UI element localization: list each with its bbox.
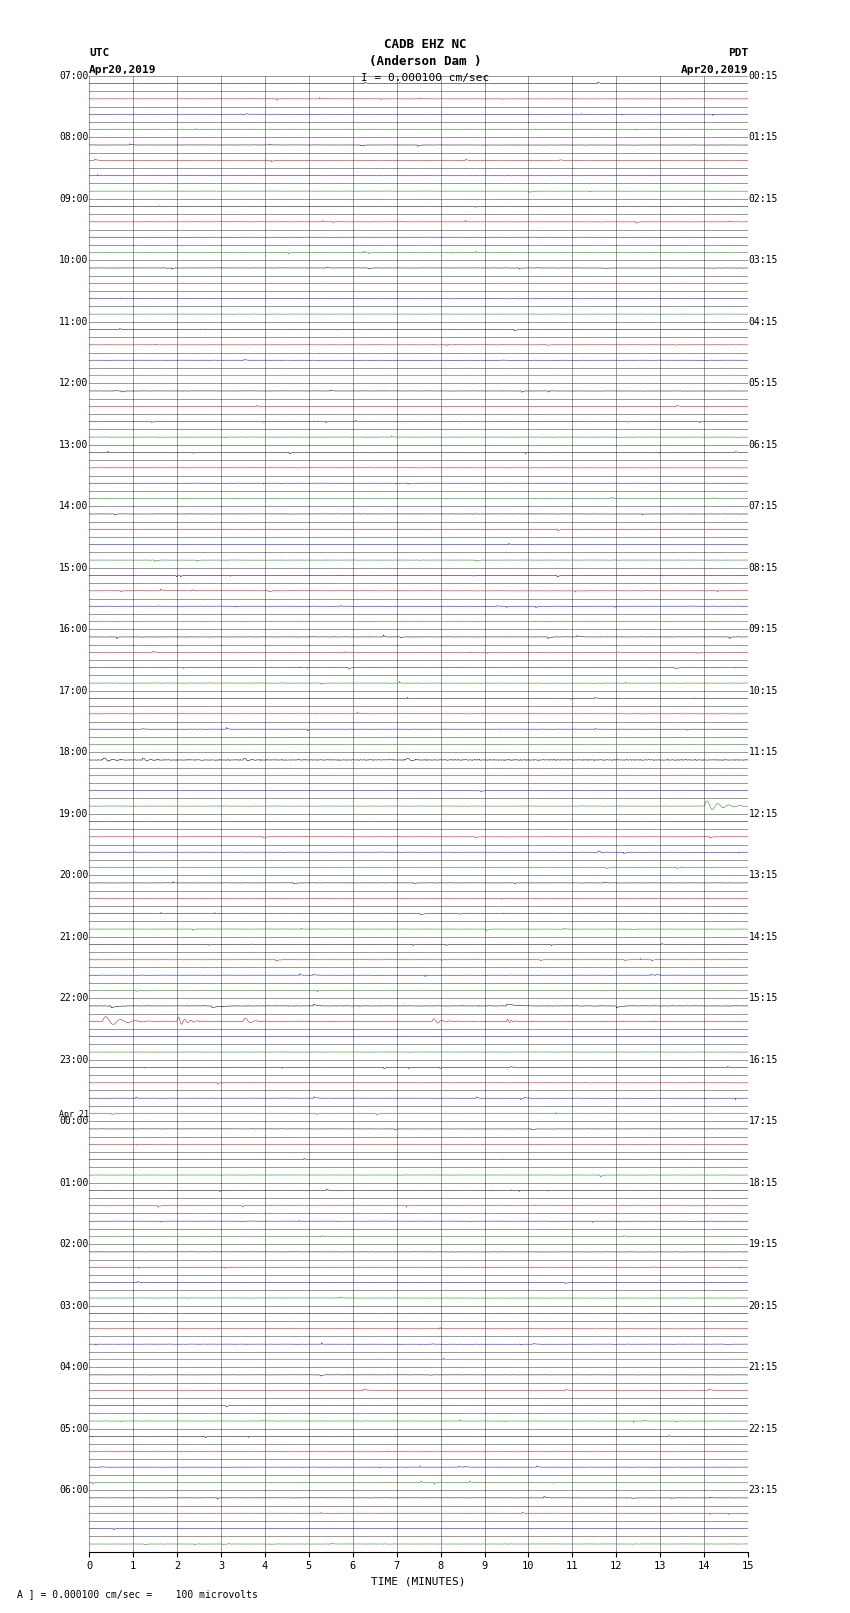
Text: 18:00: 18:00 [60, 747, 88, 756]
Text: 18:15: 18:15 [749, 1177, 778, 1187]
Text: 22:00: 22:00 [60, 994, 88, 1003]
Text: 21:00: 21:00 [60, 932, 88, 942]
Text: 20:00: 20:00 [60, 871, 88, 881]
Text: 08:15: 08:15 [749, 563, 778, 573]
Text: 21:15: 21:15 [749, 1363, 778, 1373]
X-axis label: TIME (MINUTES): TIME (MINUTES) [371, 1578, 466, 1587]
Text: Apr 21: Apr 21 [59, 1110, 88, 1119]
Text: 19:15: 19:15 [749, 1239, 778, 1248]
Text: UTC: UTC [89, 48, 110, 58]
Text: 17:15: 17:15 [749, 1116, 778, 1126]
Text: 22:15: 22:15 [749, 1424, 778, 1434]
Text: 23:00: 23:00 [60, 1055, 88, 1065]
Text: 09:00: 09:00 [60, 194, 88, 203]
Text: Apr20,2019: Apr20,2019 [681, 65, 748, 74]
Text: A ] = 0.000100 cm/sec =    100 microvolts: A ] = 0.000100 cm/sec = 100 microvolts [17, 1589, 258, 1598]
Text: 13:00: 13:00 [60, 440, 88, 450]
Text: PDT: PDT [728, 48, 748, 58]
Text: 03:00: 03:00 [60, 1300, 88, 1311]
Text: 23:15: 23:15 [749, 1486, 778, 1495]
Text: 16:15: 16:15 [749, 1055, 778, 1065]
Text: 04:15: 04:15 [749, 316, 778, 327]
Text: 12:15: 12:15 [749, 808, 778, 819]
Text: 06:00: 06:00 [60, 1486, 88, 1495]
Text: CADB EHZ NC: CADB EHZ NC [383, 39, 467, 52]
Text: 14:15: 14:15 [749, 932, 778, 942]
Text: 00:00: 00:00 [60, 1116, 88, 1126]
Text: 20:15: 20:15 [749, 1300, 778, 1311]
Text: 17:00: 17:00 [60, 686, 88, 695]
Text: (Anderson Dam ): (Anderson Dam ) [369, 55, 481, 68]
Text: 15:15: 15:15 [749, 994, 778, 1003]
Text: 01:15: 01:15 [749, 132, 778, 142]
Text: I = 0.000100 cm/sec: I = 0.000100 cm/sec [361, 73, 489, 82]
Text: 09:15: 09:15 [749, 624, 778, 634]
Text: 13:15: 13:15 [749, 871, 778, 881]
Text: 05:15: 05:15 [749, 379, 778, 389]
Text: 01:00: 01:00 [60, 1177, 88, 1187]
Text: 08:00: 08:00 [60, 132, 88, 142]
Text: 02:15: 02:15 [749, 194, 778, 203]
Text: 03:15: 03:15 [749, 255, 778, 265]
Text: 19:00: 19:00 [60, 808, 88, 819]
Text: Apr20,2019: Apr20,2019 [89, 65, 156, 74]
Text: 07:00: 07:00 [60, 71, 88, 81]
Text: 11:00: 11:00 [60, 316, 88, 327]
Text: 00:15: 00:15 [749, 71, 778, 81]
Text: 11:15: 11:15 [749, 747, 778, 756]
Text: 10:00: 10:00 [60, 255, 88, 265]
Text: 16:00: 16:00 [60, 624, 88, 634]
Text: 14:00: 14:00 [60, 502, 88, 511]
Text: 06:15: 06:15 [749, 440, 778, 450]
Text: 10:15: 10:15 [749, 686, 778, 695]
Text: 15:00: 15:00 [60, 563, 88, 573]
Text: 02:00: 02:00 [60, 1239, 88, 1248]
Text: 07:15: 07:15 [749, 502, 778, 511]
Text: 04:00: 04:00 [60, 1363, 88, 1373]
Text: 12:00: 12:00 [60, 379, 88, 389]
Text: 05:00: 05:00 [60, 1424, 88, 1434]
